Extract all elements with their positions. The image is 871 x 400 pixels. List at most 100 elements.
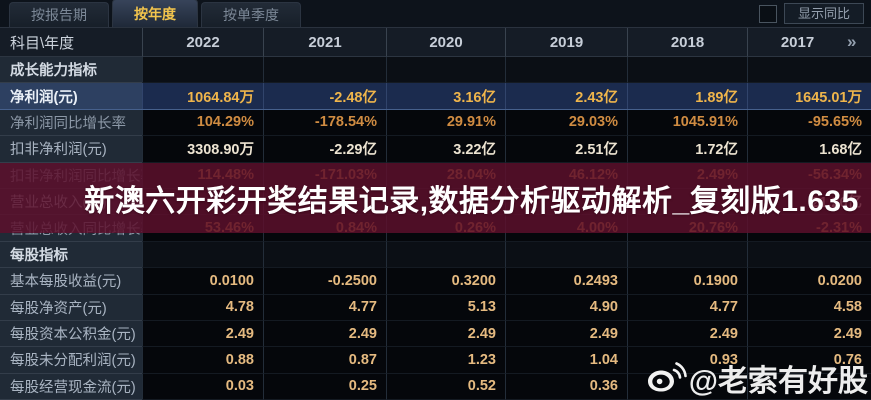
table-cell [747,241,871,269]
more-columns-icon[interactable]: » [847,32,856,51]
corner-label: 科目\年度 [0,28,142,57]
table-cell: 1.23 [386,347,505,374]
table-cell: 4.90 [505,294,627,321]
table-row-per-share-section[interactable]: 每股指标 [0,241,871,269]
row-label: 营业总收入(元) [0,188,142,216]
table-cell: 0.2493 [505,268,627,295]
table-cell: 0.88 [142,347,263,374]
row-label: 每股经营现金流(元) [0,373,142,400]
table-row-total-revenue-yoy[interactable]: 营业总收入同比增长率 53.46% 0.84% 0.26% 4.00% 20.7… [0,215,871,242]
table-row-basic-eps[interactable]: 基本每股收益(元) 0.0100 -0.2500 0.3200 0.2493 0… [0,268,871,295]
table-cell [627,241,747,269]
table-cell: 53.46% [142,215,263,242]
table-cell: 0.0200 [747,268,871,295]
table-cell: 0.36 [505,373,627,400]
row-label: 净利润(元) [0,83,142,109]
tab-by-report-period[interactable]: 按报告期 [9,2,109,27]
table-cell: -171.03% [263,162,386,189]
table-cell: 114.48% [142,162,263,189]
table-row-operating-cashflow-per-share[interactable]: 每股经营现金流(元) 0.03 0.25 0.52 0.36 [0,373,871,400]
table-cell: 1064.84万 [142,83,263,109]
table-cell: 2.43亿 [505,83,627,109]
table-cell: 0.87 [263,347,386,374]
table-cell [747,57,871,84]
table-cell [627,188,747,216]
table-cell: 2.51亿 [505,136,627,163]
table-row-deducted-net-profit[interactable]: 扣非净利润(元) 3308.90万 -2.29亿 3.22亿 2.51亿 1.7… [0,136,871,163]
table-row-net-asset-per-share[interactable]: 每股净资产(元) 4.78 4.77 5.13 4.90 4.77 4.58 [0,294,871,321]
table-cell: 3.16亿 [386,83,505,109]
table-cell: 0.76 [747,347,871,374]
table-cell [747,373,871,400]
table-cell: 2.49% [627,162,747,189]
table-cell: 0.52 [386,373,505,400]
table-cell: -2.31% [747,215,871,242]
table-cell [627,57,747,84]
table-cell: 4.77 [263,294,386,321]
table-cell: 1.89亿 [627,83,747,109]
table-cell: 4.78 [142,294,263,321]
year-header-2021: 2021 [263,28,386,57]
table-cell: 46.12% [505,162,627,189]
financial-indicators-table: 科目\年度 2022 2021 2020 2019 2018 2017 » 成长… [0,28,871,400]
table-cell: -178.54% [263,109,386,137]
table-cell [386,57,505,84]
row-label: 每股未分配利润(元) [0,347,142,374]
table-cell: 0.1900 [627,268,747,295]
table-cell: -2.48亿 [263,83,386,109]
table-row-net-profit-yoy[interactable]: 净利润同比增长率 104.29% -178.54% 29.91% 29.03% … [0,109,871,137]
row-label: 每股指标 [0,241,142,269]
table-row-deducted-net-profit-yoy[interactable]: 扣非净利润同比增长率 114.48% -171.03% 28.04% 46.12… [0,162,871,189]
table-cell: 4.58 [747,294,871,321]
table-cell [627,373,747,400]
table-cell [386,188,505,216]
row-label: 营业总收入同比增长率 [0,215,142,242]
period-tabbar: 按报告期 按年度 按单季度 显示同比 [0,0,871,28]
table-cell [263,241,386,269]
table-row-undistributed-profit-per-share[interactable]: 每股未分配利润(元) 0.88 0.87 1.23 1.04 0.93 0.76 [0,347,871,374]
table-cell [142,188,263,216]
year-label: 2017 [780,33,815,51]
row-label: 成长能力指标 [0,57,142,84]
table-cell: 0.26% [386,215,505,242]
table-row-net-profit[interactable]: 净利润(元) 1064.84万 -2.48亿 3.16亿 2.43亿 1.89亿… [0,82,871,110]
table-cell [142,241,263,269]
table-cell: 1.04 [505,347,627,374]
table-cell: -95.65% [747,109,871,137]
table-cell: -56.34% [747,162,871,189]
table-cell: 0.93 [627,347,747,374]
row-label: 扣非净利润(元) [0,136,142,163]
yoy-toolbar: 显示同比 [758,3,864,24]
show-yoy-checkbox[interactable] [758,4,777,23]
year-header-2017: 2017 » [747,28,871,57]
table-cell [505,188,627,216]
table-cell: 0.3200 [386,268,505,295]
table-row-total-revenue[interactable]: 营业总收入(元) 21.26亿 [0,188,871,216]
table-cell: 1045.91% [627,109,747,137]
table-header-row: 科目\年度 2022 2021 2020 2019 2018 2017 » [0,28,871,57]
table-cell: 3308.90万 [142,136,263,163]
year-header-2019: 2019 [505,28,627,57]
table-cell [505,57,627,84]
year-header-2022: 2022 [142,28,263,57]
tab-by-single-quarter[interactable]: 按单季度 [201,2,301,27]
row-label: 每股资本公积金(元) [0,320,142,348]
table-cell: 1645.01万 [747,83,871,109]
table-cell [263,188,386,216]
table-cell [142,57,263,84]
table-row-growth-section[interactable]: 成长能力指标 [0,57,871,84]
table-cell: 4.77 [627,294,747,321]
tab-by-year[interactable]: 按年度 [112,0,198,27]
show-yoy-button[interactable]: 显示同比 [783,3,864,24]
table-cell [263,57,386,84]
table-row-capital-reserve-per-share[interactable]: 每股资本公积金(元) 2.49 2.49 2.49 2.49 2.49 2.49 [0,320,871,348]
table-cell: 2.49 [505,320,627,348]
table-cell: 0.25 [263,373,386,400]
table-cell: -2.29亿 [263,136,386,163]
table-cell [386,241,505,269]
table-cell: 0.84% [263,215,386,242]
table-cell: 2.49 [747,320,871,348]
table-cell: 21.26亿 [747,188,871,216]
table-cell: 5.13 [386,294,505,321]
